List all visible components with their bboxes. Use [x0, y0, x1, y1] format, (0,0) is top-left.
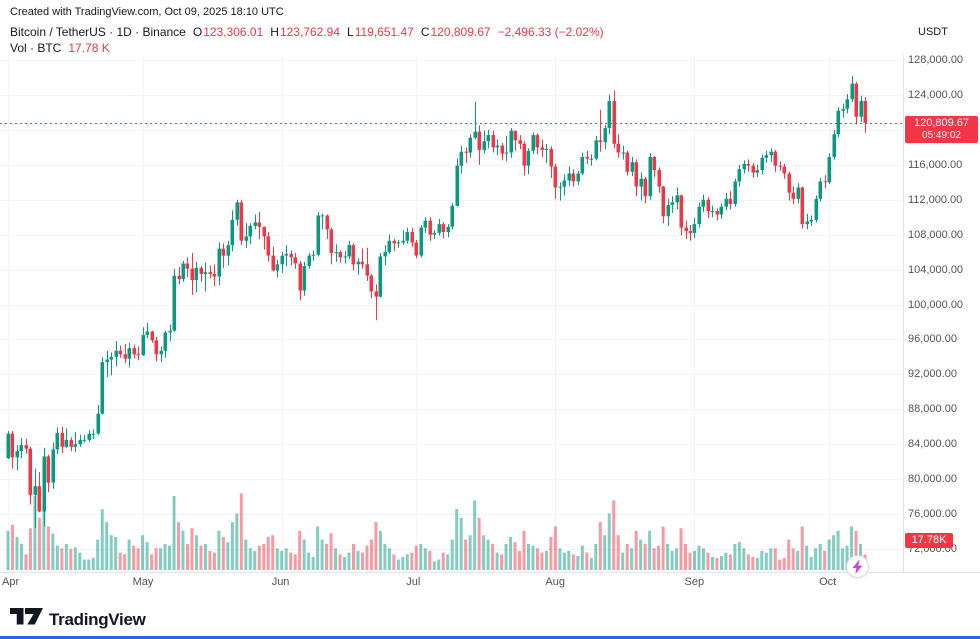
last-price-badge[interactable]: 120,809.67 05:49:02 — [905, 115, 978, 143]
time-tick-label: Aug — [545, 576, 565, 588]
time-tick-label: Sep — [684, 576, 705, 588]
chart-legend: Bitcoin / TetherUS · 1D · Binance O 123,3… — [10, 25, 604, 55]
time-tick-label: Oct — [819, 576, 837, 588]
price-tick-label: 116,000.00 — [908, 158, 963, 171]
price-tick-label: 76,000.00 — [908, 508, 957, 521]
volume-value-badge: 17.78K — [905, 533, 953, 548]
low-value: L 119,651.47 — [347, 25, 414, 39]
price-tick-label: 84,000.00 — [908, 438, 957, 451]
attribution-text: Created with TradingView.com, Oct 09, 20… — [10, 6, 284, 18]
last-price-value: 120,809.67 — [913, 116, 970, 129]
price-tick-label: 104,000.00 — [908, 263, 964, 276]
price-tick-label: 92,000.00 — [908, 368, 957, 381]
time-tick-label: May — [132, 576, 154, 588]
price-tick-label: 128,000.00 — [908, 54, 964, 66]
price-tick-label: 112,000.00 — [908, 193, 963, 206]
price-tick-label: 96,000.00 — [908, 333, 957, 346]
close-value: C 120,809.67 — [420, 25, 491, 39]
change-value: −2,496.33 (−2.02%) — [497, 25, 604, 39]
price-tick-label: 100,000.00 — [908, 298, 964, 311]
high-value: H 123,762.94 — [270, 25, 340, 39]
quick-trade-button[interactable] — [846, 555, 869, 578]
volume-study-label[interactable]: Vol · BTC — [10, 41, 62, 55]
price-tick-label: 108,000.00 — [908, 228, 964, 241]
bar-countdown: 05:49:02 — [922, 129, 961, 141]
chart-area: 128,000.00124,000.00120,000.00116,000.00… — [0, 54, 980, 595]
price-tick-label: 80,000.00 — [908, 473, 957, 486]
price-tick-label: 88,000.00 — [908, 403, 957, 416]
lightning-icon — [852, 559, 863, 574]
price-chart-canvas[interactable] — [0, 55, 980, 595]
time-tick-label: Jul — [406, 576, 421, 588]
volume-study-value: 17.78 K — [68, 41, 110, 55]
footer-brand[interactable]: TradingView — [10, 608, 146, 631]
time-tick-label: Jun — [271, 576, 290, 588]
bottom-accent-bar — [0, 636, 980, 639]
symbol-title[interactable]: Bitcoin / TetherUS · 1D · Binance — [10, 25, 186, 39]
tradingview-logo-icon[interactable] — [10, 608, 43, 631]
price-tick-label: 124,000.00 — [908, 88, 964, 101]
tradingview-logo-text[interactable]: TradingView — [49, 609, 146, 629]
open-value: O 123,306.01 — [192, 25, 264, 39]
quote-currency-label: USDT — [918, 26, 948, 38]
time-tick-label: Apr — [2, 576, 20, 588]
